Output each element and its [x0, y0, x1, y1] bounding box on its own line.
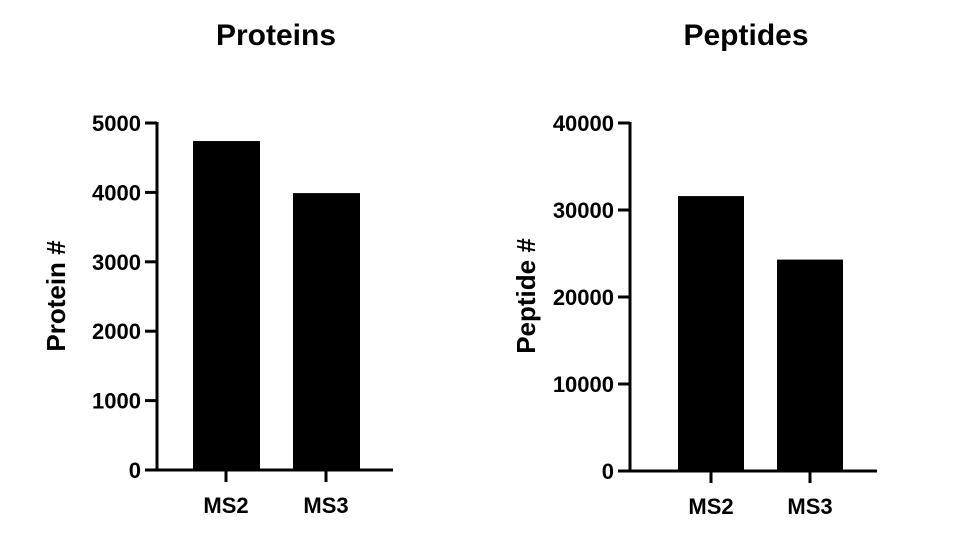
peptides-chart: Peptides Peptide # 0 10000 20000 30000 40000…	[511, 19, 877, 519]
y-tick-label: 10000	[553, 372, 614, 397]
x-tick-label: MS2	[203, 493, 248, 518]
x-ticks: MS2 MS3	[688, 471, 833, 519]
y-tick-label: 2000	[92, 319, 141, 344]
axes	[155, 122, 393, 472]
y-tick-label: 3000	[92, 250, 141, 275]
y-ticks: 0 10000 20000 30000 40000	[553, 111, 630, 484]
y-tick-label: 1000	[92, 389, 141, 414]
y-ticks: 0 1000 2000 3000 4000 5000	[92, 111, 157, 483]
x-tick-label: MS3	[787, 494, 832, 519]
bar-ms3	[293, 193, 360, 470]
y-tick-label: 40000	[553, 111, 614, 136]
bars	[678, 196, 843, 471]
y-tick-label: 20000	[553, 285, 614, 310]
chart-title: Proteins	[216, 19, 336, 52]
bars	[193, 141, 360, 470]
y-tick-label: 4000	[92, 180, 141, 205]
y-axis-label: Peptide #	[511, 238, 541, 354]
x-tick-label: MS3	[303, 493, 348, 518]
bar-ms2	[678, 196, 744, 471]
bar-ms2	[193, 141, 260, 470]
y-tick-label: 0	[602, 459, 614, 484]
x-tick-label: MS2	[688, 494, 733, 519]
bar-ms3	[777, 259, 843, 471]
y-tick-label: 30000	[553, 198, 614, 223]
chart-title: Peptides	[683, 19, 808, 52]
y-tick-label: 0	[129, 458, 141, 483]
y-tick-label: 5000	[92, 111, 141, 136]
x-ticks: MS2 MS3	[203, 470, 349, 518]
y-axis-label: Protein #	[41, 240, 71, 352]
proteins-chart: Proteins Protein # 0 1000 2000 3000 4000 5000…	[41, 19, 393, 518]
